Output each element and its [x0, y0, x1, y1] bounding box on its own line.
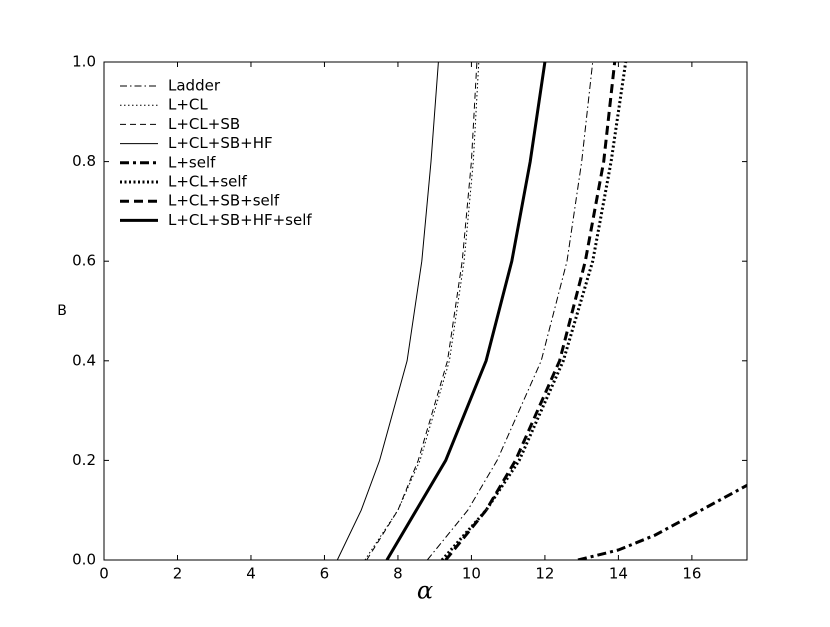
y-axis-label: B — [57, 303, 67, 319]
series-line — [444, 62, 617, 560]
x-tick-label: 6 — [320, 565, 330, 583]
y-tick-label: 1.0 — [72, 53, 96, 71]
legend-label: L+CL+SB+self — [168, 192, 280, 210]
y-tick-label: 0.4 — [72, 351, 96, 369]
plot-frame — [103, 61, 748, 561]
legend-label: L+CL+SB+HF+self — [168, 211, 312, 229]
y-tick-label: 0.2 — [72, 451, 96, 469]
x-axis-label: α — [417, 577, 433, 605]
x-tick-label: 16 — [682, 565, 701, 583]
x-tick-label: 0 — [99, 565, 109, 583]
series-line — [426, 62, 594, 560]
legend-label: L+CL+self — [168, 173, 248, 191]
legend-label: L+CL+SB+HF — [168, 134, 273, 152]
legend-label: L+self — [168, 153, 216, 171]
series-line — [336, 62, 439, 560]
x-tick-label: 10 — [462, 565, 481, 583]
x-tick-label: 14 — [609, 565, 628, 583]
plot-lines — [336, 62, 747, 560]
y-tick-label: 0.8 — [72, 152, 96, 170]
y-tick-label: 0.6 — [72, 252, 96, 270]
x-tick-label: 8 — [393, 565, 403, 583]
y-tick-label: 0.0 — [72, 551, 96, 569]
legend-label: L+CL+SB — [168, 115, 240, 133]
x-tick-label: 2 — [173, 565, 183, 583]
series-line — [440, 62, 628, 560]
legend-label: Ladder — [168, 77, 221, 95]
series-line — [385, 62, 547, 560]
series-line — [577, 483, 747, 560]
legend-label: L+CL — [168, 96, 208, 114]
x-tick-label: 4 — [246, 565, 256, 583]
x-tick-label: 12 — [535, 565, 554, 583]
